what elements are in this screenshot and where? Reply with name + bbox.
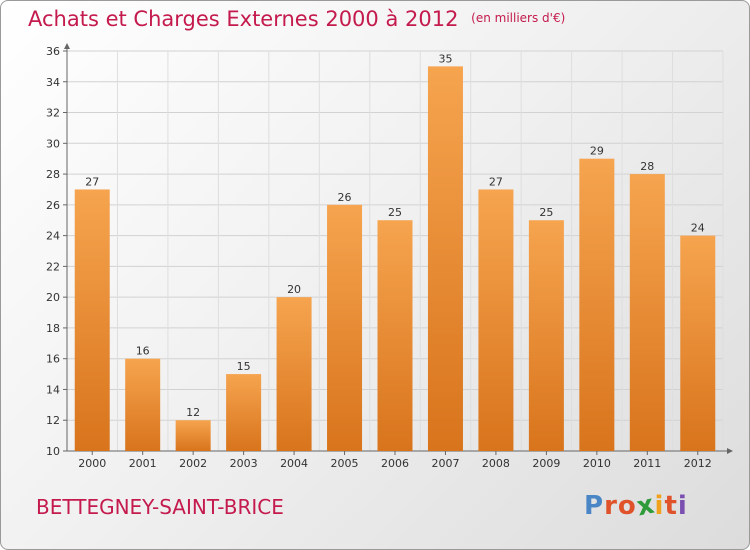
data-label-2001: 16 bbox=[136, 345, 150, 358]
x-tick-label-2008: 2008 bbox=[482, 457, 510, 470]
bar-2007 bbox=[427, 66, 463, 451]
brand-letter: P bbox=[584, 491, 605, 521]
data-label-2010: 29 bbox=[590, 145, 604, 158]
y-tick-label: 34 bbox=[46, 76, 60, 89]
brand-letter: o bbox=[617, 491, 637, 521]
data-label-2000: 27 bbox=[85, 175, 99, 188]
data-label-2004: 20 bbox=[287, 283, 301, 296]
y-tick-label: 26 bbox=[46, 199, 60, 212]
bars bbox=[74, 66, 716, 452]
y-tick-label: 10 bbox=[46, 445, 60, 458]
x-tick-label-2007: 2007 bbox=[431, 457, 459, 470]
chart-title: Achats et Charges Externes 2000 à 2012 (… bbox=[28, 7, 565, 31]
x-tick-label-2003: 2003 bbox=[230, 457, 258, 470]
x-tick-label-2009: 2009 bbox=[532, 457, 560, 470]
chart-title-text: Achats et Charges Externes 2000 à 2012 bbox=[28, 7, 459, 31]
x-tick-label-2010: 2010 bbox=[583, 457, 611, 470]
brand-letter: t bbox=[664, 491, 678, 521]
data-labels: 27 16 12 15 20 26 25 35 27 25 29 28 24 bbox=[85, 52, 705, 419]
y-axis-arrow bbox=[64, 43, 70, 49]
bar-2010 bbox=[579, 158, 615, 451]
bar-2008 bbox=[478, 189, 514, 451]
brand-letter: r bbox=[604, 491, 618, 521]
location-label: BETTEGNEY-SAINT-BRICE bbox=[36, 495, 284, 519]
chart-subtitle: (en milliers d'€) bbox=[471, 11, 566, 25]
data-label-2009: 25 bbox=[539, 206, 553, 219]
bar-2012 bbox=[680, 235, 716, 451]
x-tick-label-2006: 2006 bbox=[381, 457, 409, 470]
bar-2005 bbox=[327, 204, 363, 451]
bar-2001 bbox=[125, 358, 161, 451]
x-tick-label-2002: 2002 bbox=[179, 457, 207, 470]
proxiti-logo: Proxiti bbox=[584, 489, 688, 522]
bar-2002 bbox=[175, 420, 211, 451]
x-tick-label-2005: 2005 bbox=[331, 457, 359, 470]
brand-letter: i bbox=[677, 491, 688, 521]
x-tick-label-2004: 2004 bbox=[280, 457, 308, 470]
tick-labels: 10 12 14 16 18 20 22 24 26 28 30 32 34 36 2000 2001 2002… bbox=[46, 45, 712, 470]
y-tick-label: 30 bbox=[46, 137, 60, 150]
y-tick-label: 16 bbox=[46, 353, 60, 366]
x-tick-label-2000: 2000 bbox=[78, 457, 106, 470]
x-tick-label-2011: 2011 bbox=[633, 457, 661, 470]
data-label-2011: 28 bbox=[640, 160, 654, 173]
y-tick-label: 28 bbox=[46, 168, 60, 181]
y-tick-label: 20 bbox=[46, 291, 60, 304]
y-tick-label: 32 bbox=[46, 107, 60, 120]
data-label-2007: 35 bbox=[438, 52, 452, 65]
y-tick-label: 18 bbox=[46, 322, 60, 335]
x-axis-arrow bbox=[727, 448, 733, 454]
y-tick-label: 22 bbox=[46, 260, 60, 273]
bar-2004 bbox=[276, 297, 312, 451]
bar-2006 bbox=[377, 220, 413, 451]
x-tick-label-2012: 2012 bbox=[684, 457, 712, 470]
data-label-2006: 25 bbox=[388, 206, 402, 219]
y-tick-label: 24 bbox=[46, 230, 60, 243]
bar-2009 bbox=[528, 220, 564, 451]
data-label-2003: 15 bbox=[237, 360, 251, 373]
bar-2011 bbox=[629, 174, 665, 452]
bar-2000 bbox=[74, 189, 110, 451]
y-tick-label: 12 bbox=[46, 414, 60, 427]
data-label-2005: 26 bbox=[338, 191, 352, 204]
y-tick-label: 36 bbox=[46, 45, 60, 58]
bar-2003 bbox=[226, 374, 262, 451]
x-tick-label-2001: 2001 bbox=[129, 457, 157, 470]
data-label-2002: 12 bbox=[186, 406, 200, 419]
y-tick-label: 14 bbox=[46, 383, 60, 396]
data-label-2008: 27 bbox=[489, 175, 503, 188]
data-label-2012: 24 bbox=[691, 222, 705, 235]
brand-letter: i bbox=[654, 491, 665, 521]
